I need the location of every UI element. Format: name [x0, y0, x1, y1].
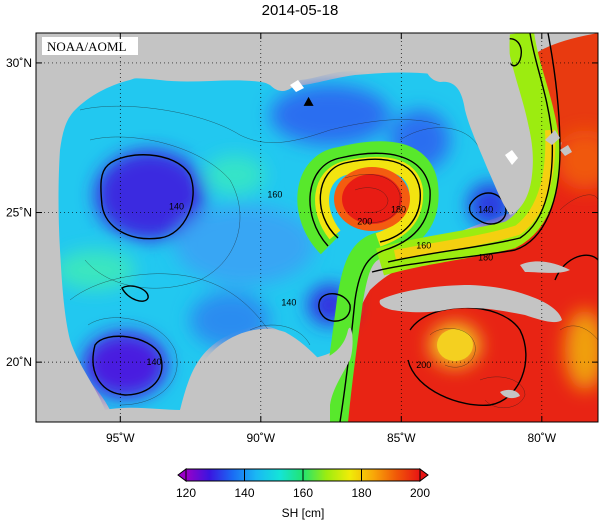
caribbean-water	[340, 33, 598, 422]
contour-label: 200	[357, 217, 372, 227]
us-gulf-coast	[36, 33, 460, 150]
warm-eddy-yellow	[437, 329, 473, 361]
y-tick-label: 20˚N	[6, 355, 32, 369]
colorbar-tick-label: 200	[410, 486, 430, 500]
contour-label: 160	[267, 190, 282, 200]
colorbar-ticks: 120 140 160 180 200	[176, 469, 430, 500]
map-field: 140 160 200 180 160 180 140 140 140 200	[36, 33, 598, 422]
colorbar-tick-label: 140	[234, 486, 254, 500]
mexico-west-coast	[36, 150, 105, 422]
sea-height-blobs	[55, 85, 598, 398]
jamaica-land	[500, 389, 520, 399]
colorbar: 120 140 160 180 200 SH [cm]	[176, 468, 430, 520]
hispaniola-land	[520, 261, 570, 273]
contour-label: 140	[281, 297, 296, 307]
colorbar-high-arrow	[419, 468, 429, 482]
x-tick-label: 85˚W	[387, 431, 416, 445]
florida-current-inner	[394, 129, 556, 260]
colorbar-label: SH [cm]	[282, 506, 325, 520]
x-tick-label: 95˚W	[106, 431, 135, 445]
x-tick-label: 90˚W	[246, 431, 275, 445]
x-tick-label: 80˚W	[527, 431, 556, 445]
y-tick-label: 30˚N	[6, 56, 32, 70]
warm-eddy-core	[342, 174, 402, 224]
contour-label: 140	[147, 357, 162, 367]
yucatan-land	[36, 327, 353, 422]
bahamas-land	[545, 130, 572, 156]
loop-current-green	[297, 141, 439, 422]
grid-lines	[36, 33, 598, 422]
cuba-land	[379, 285, 562, 323]
lakes	[290, 80, 518, 165]
map-title: 2014-05-18	[261, 2, 339, 19]
contours-minor	[69, 105, 598, 408]
colorbar-tick-label: 180	[351, 486, 371, 500]
contour-label: 160	[416, 240, 431, 250]
contours-major	[92, 33, 598, 422]
y-tick-label: 25˚N	[6, 206, 32, 220]
contour-label: 180	[391, 205, 406, 215]
station-triangle-marker	[303, 96, 314, 106]
map-frame	[35, 32, 599, 423]
axis-ticks: 95˚W 90˚W 85˚W 80˚W 30˚N 25˚N 20˚N	[6, 33, 598, 445]
colorbar-low-arrow	[177, 468, 187, 482]
contour-labels: 140 160 200 180 160 180 140 140 140 200	[147, 190, 494, 371]
florida-land	[424, 33, 533, 215]
loop-current-yellow	[315, 156, 424, 247]
credit-box	[42, 37, 138, 55]
contour-label: 140	[478, 205, 493, 215]
colorbar-tick-label: 120	[176, 486, 196, 500]
contour-label: 140	[169, 202, 184, 212]
contour-label: 200	[416, 360, 431, 370]
contour-label: 180	[478, 252, 493, 262]
credit-label: NOAA/AOML	[47, 39, 127, 54]
colorbar-tick-label: 160	[293, 486, 313, 500]
